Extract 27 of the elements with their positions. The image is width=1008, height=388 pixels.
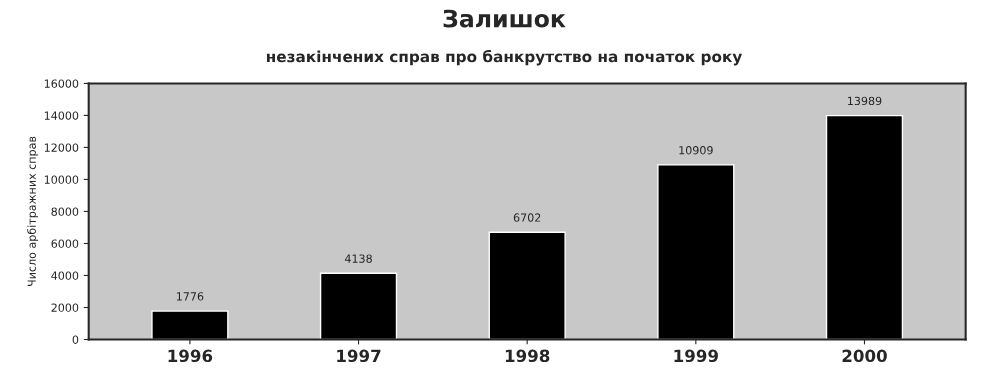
x-tick-label: 1998 (505, 349, 550, 363)
y-tick-label: 16000 (44, 79, 79, 88)
data-label: 6702 (513, 213, 541, 222)
bar (488, 231, 566, 340)
x-tick-label: 2000 (842, 349, 887, 363)
y-tick-label: 8000 (51, 207, 79, 216)
y-tick-label: 2000 (51, 303, 79, 312)
bar (657, 164, 735, 340)
x-tick-label: 1999 (674, 349, 718, 363)
y-tick-label: 4000 (51, 271, 79, 280)
data-label: 4138 (344, 254, 372, 263)
data-label: 13989 (848, 96, 882, 106)
x-tick-label: 1997 (337, 349, 381, 363)
chart-subtitle: незакінчених справ про банкрутство на початок року (266, 49, 743, 66)
y-tick-label: 14000 (44, 111, 79, 120)
y-tick-label: 10000 (44, 175, 79, 184)
chart-title: Залишок (443, 9, 566, 28)
bar (825, 114, 904, 340)
y-axis-title: Число арбітражних справ (27, 136, 39, 286)
y-tick-label: 12000 (44, 143, 79, 152)
data-label: 10909 (679, 146, 713, 155)
data-label: 1776 (176, 292, 204, 301)
y-tick-label: 6000 (51, 239, 79, 248)
x-tick-label: 1996 (168, 349, 213, 363)
y-tick-label: 0 (72, 335, 79, 344)
bar (319, 272, 398, 340)
bar (151, 310, 229, 340)
